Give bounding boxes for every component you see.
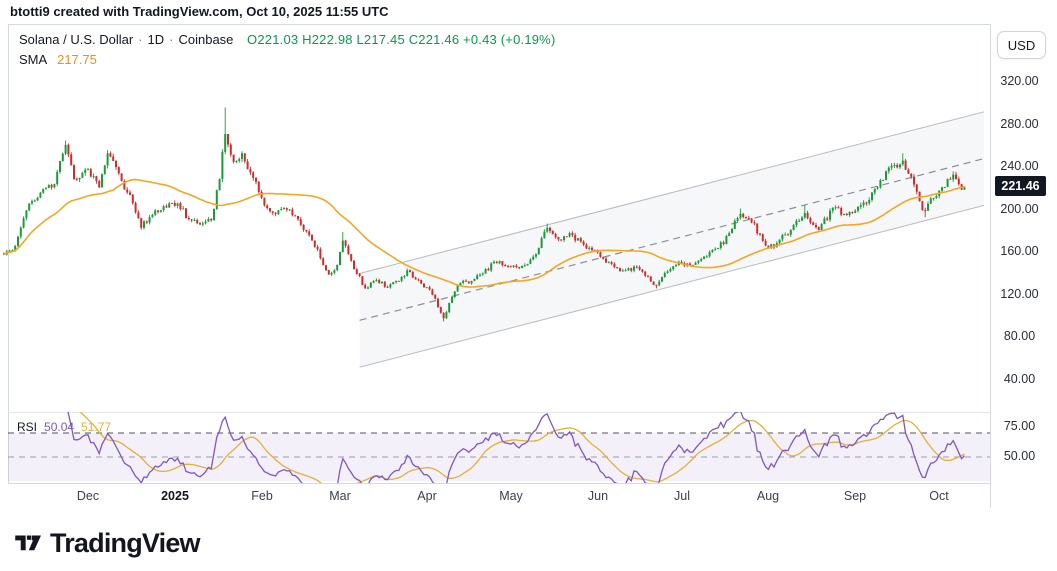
rsi-label: RSI	[17, 420, 38, 434]
price-tick-label: 40.00	[1003, 372, 1036, 386]
rsi-ma-value: 51.77	[81, 420, 112, 434]
time-axis-label: Mar	[329, 489, 351, 503]
time-axis-label: Oct	[929, 489, 949, 503]
rsi-tick-label: 50.00	[1003, 449, 1036, 463]
price-tick-label: 120.00	[1000, 287, 1039, 301]
interval-label[interactable]: 1D	[147, 32, 165, 47]
price-axis[interactable]: USD 221.46 320.00 280.00 240.00 200.00 160.0…	[990, 24, 1048, 508]
pane-separator[interactable]	[8, 412, 1048, 413]
tradingview-logo-icon	[15, 535, 41, 551]
legend-separator: ·	[138, 32, 143, 47]
time-axis-label: 2025	[161, 489, 189, 503]
currency-button[interactable]: USD	[997, 31, 1046, 59]
time-axis-label: Apr	[417, 489, 437, 503]
rsi-value: 50.04	[44, 420, 75, 434]
time-axis-label: Dec	[76, 489, 100, 503]
sma-label: SMA	[19, 52, 47, 67]
rsi-legend[interactable]: RSI 50.04 51.77	[17, 420, 118, 434]
price-tick-label: 80.00	[1003, 329, 1036, 343]
tradingview-logo-text: TradingView	[50, 528, 201, 558]
time-axis-label: Jul	[674, 489, 690, 503]
price-tick-label: 320.00	[1000, 74, 1039, 88]
symbol-legend-row[interactable]: Solana / U.S. Dollar · 1D · Coinbase O221.03…	[19, 31, 555, 48]
price-chart-canvas[interactable]	[0, 24, 990, 508]
symbol-title[interactable]: Solana / U.S. Dollar	[19, 32, 134, 47]
sma-value: 217.75	[57, 52, 97, 67]
price-tick-label: 160.00	[1000, 244, 1039, 258]
chart-legend[interactable]: Solana / U.S. Dollar · 1D · Coinbase O221.03…	[19, 31, 555, 68]
ohlc-values: O221.03 H222.98 L217.45 C221.46 +0.43 (+…	[247, 32, 556, 47]
legend-separator: ·	[169, 32, 174, 47]
time-axis-label: May	[499, 489, 523, 503]
rsi-tick-label: 75.00	[1003, 419, 1036, 433]
tradingview-branding[interactable]: TradingView	[14, 528, 201, 559]
current-price-badge: 221.46	[995, 176, 1046, 196]
time-axis[interactable]: Dec 2025 Feb Mar Apr May Jun Jul Aug Sep Oct	[8, 483, 990, 508]
price-tick-label: 240.00	[1000, 159, 1039, 173]
price-tick-label: 280.00	[1000, 117, 1039, 131]
attribution-header: btotti9 created with TradingView.com, Oc…	[10, 4, 389, 19]
sma-legend-row[interactable]: SMA 217.75	[19, 51, 555, 68]
exchange-label[interactable]: Coinbase	[178, 32, 234, 47]
chart-widget-frame	[8, 24, 1048, 508]
time-axis-label: Jun	[587, 489, 609, 503]
price-tick-label: 200.00	[1000, 202, 1039, 216]
time-axis-label: Sep	[843, 489, 867, 503]
time-axis-label: Aug	[756, 489, 780, 503]
time-axis-label: Feb	[251, 489, 273, 503]
